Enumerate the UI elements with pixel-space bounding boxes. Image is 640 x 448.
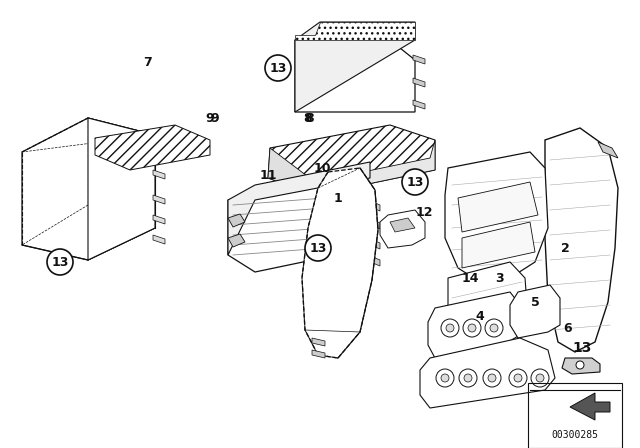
Text: 6: 6 [564, 322, 572, 335]
Polygon shape [22, 118, 155, 260]
Circle shape [305, 235, 331, 261]
Circle shape [509, 369, 527, 387]
Polygon shape [95, 125, 210, 170]
Polygon shape [88, 118, 155, 260]
Circle shape [485, 319, 503, 337]
Polygon shape [368, 218, 380, 229]
Text: 10: 10 [313, 161, 331, 175]
Polygon shape [295, 40, 415, 112]
Circle shape [402, 169, 428, 195]
Circle shape [47, 249, 73, 275]
Polygon shape [428, 292, 520, 358]
Polygon shape [153, 148, 165, 157]
Polygon shape [228, 162, 370, 255]
Circle shape [483, 369, 501, 387]
Polygon shape [598, 142, 618, 158]
Bar [528, 383, 622, 448]
Polygon shape [228, 178, 370, 272]
Polygon shape [413, 55, 425, 64]
Polygon shape [153, 195, 165, 204]
Polygon shape [368, 200, 380, 211]
Text: 8: 8 [306, 112, 314, 125]
Text: 12: 12 [415, 206, 433, 219]
Circle shape [531, 369, 549, 387]
Circle shape [463, 319, 481, 337]
Polygon shape [562, 358, 600, 374]
Polygon shape [228, 234, 245, 247]
Text: 8: 8 [304, 112, 312, 125]
Polygon shape [153, 215, 165, 224]
Text: 1: 1 [333, 191, 342, 204]
Polygon shape [570, 393, 610, 420]
Circle shape [446, 324, 454, 332]
Circle shape [441, 319, 459, 337]
Text: 00300285: 00300285 [552, 430, 598, 440]
Circle shape [488, 374, 496, 382]
Polygon shape [545, 128, 618, 352]
Polygon shape [312, 338, 325, 346]
Text: 9: 9 [205, 112, 214, 125]
Text: 3: 3 [496, 271, 504, 284]
Polygon shape [295, 22, 415, 40]
Text: 2: 2 [561, 241, 570, 254]
Text: 13: 13 [572, 341, 592, 355]
Polygon shape [153, 170, 165, 179]
Polygon shape [413, 78, 425, 87]
Text: 13: 13 [269, 61, 287, 74]
Polygon shape [295, 22, 415, 112]
Circle shape [490, 324, 498, 332]
Text: 9: 9 [211, 112, 220, 125]
Polygon shape [445, 152, 548, 282]
Circle shape [576, 361, 584, 369]
Polygon shape [312, 350, 325, 358]
Polygon shape [153, 235, 165, 244]
Polygon shape [228, 214, 245, 227]
Circle shape [468, 324, 476, 332]
Polygon shape [268, 125, 435, 195]
Text: 13: 13 [309, 241, 326, 254]
Polygon shape [458, 182, 538, 232]
Text: 4: 4 [476, 310, 484, 323]
Text: 13: 13 [51, 255, 68, 268]
Polygon shape [302, 168, 378, 358]
Polygon shape [462, 222, 535, 268]
Text: 13: 13 [406, 176, 424, 189]
Polygon shape [510, 285, 560, 338]
Text: 7: 7 [143, 56, 152, 69]
Text: 11: 11 [259, 168, 276, 181]
Polygon shape [448, 262, 528, 338]
Polygon shape [368, 255, 380, 266]
Circle shape [441, 374, 449, 382]
Polygon shape [420, 338, 555, 408]
Circle shape [265, 55, 291, 81]
Text: 5: 5 [531, 296, 540, 309]
Polygon shape [380, 210, 425, 248]
Circle shape [459, 369, 477, 387]
Polygon shape [390, 218, 415, 232]
Polygon shape [315, 140, 435, 195]
Circle shape [536, 374, 544, 382]
Polygon shape [413, 100, 425, 109]
Circle shape [514, 374, 522, 382]
Circle shape [436, 369, 454, 387]
Text: 14: 14 [461, 271, 479, 284]
Polygon shape [268, 148, 315, 195]
Circle shape [464, 374, 472, 382]
Polygon shape [368, 238, 380, 249]
